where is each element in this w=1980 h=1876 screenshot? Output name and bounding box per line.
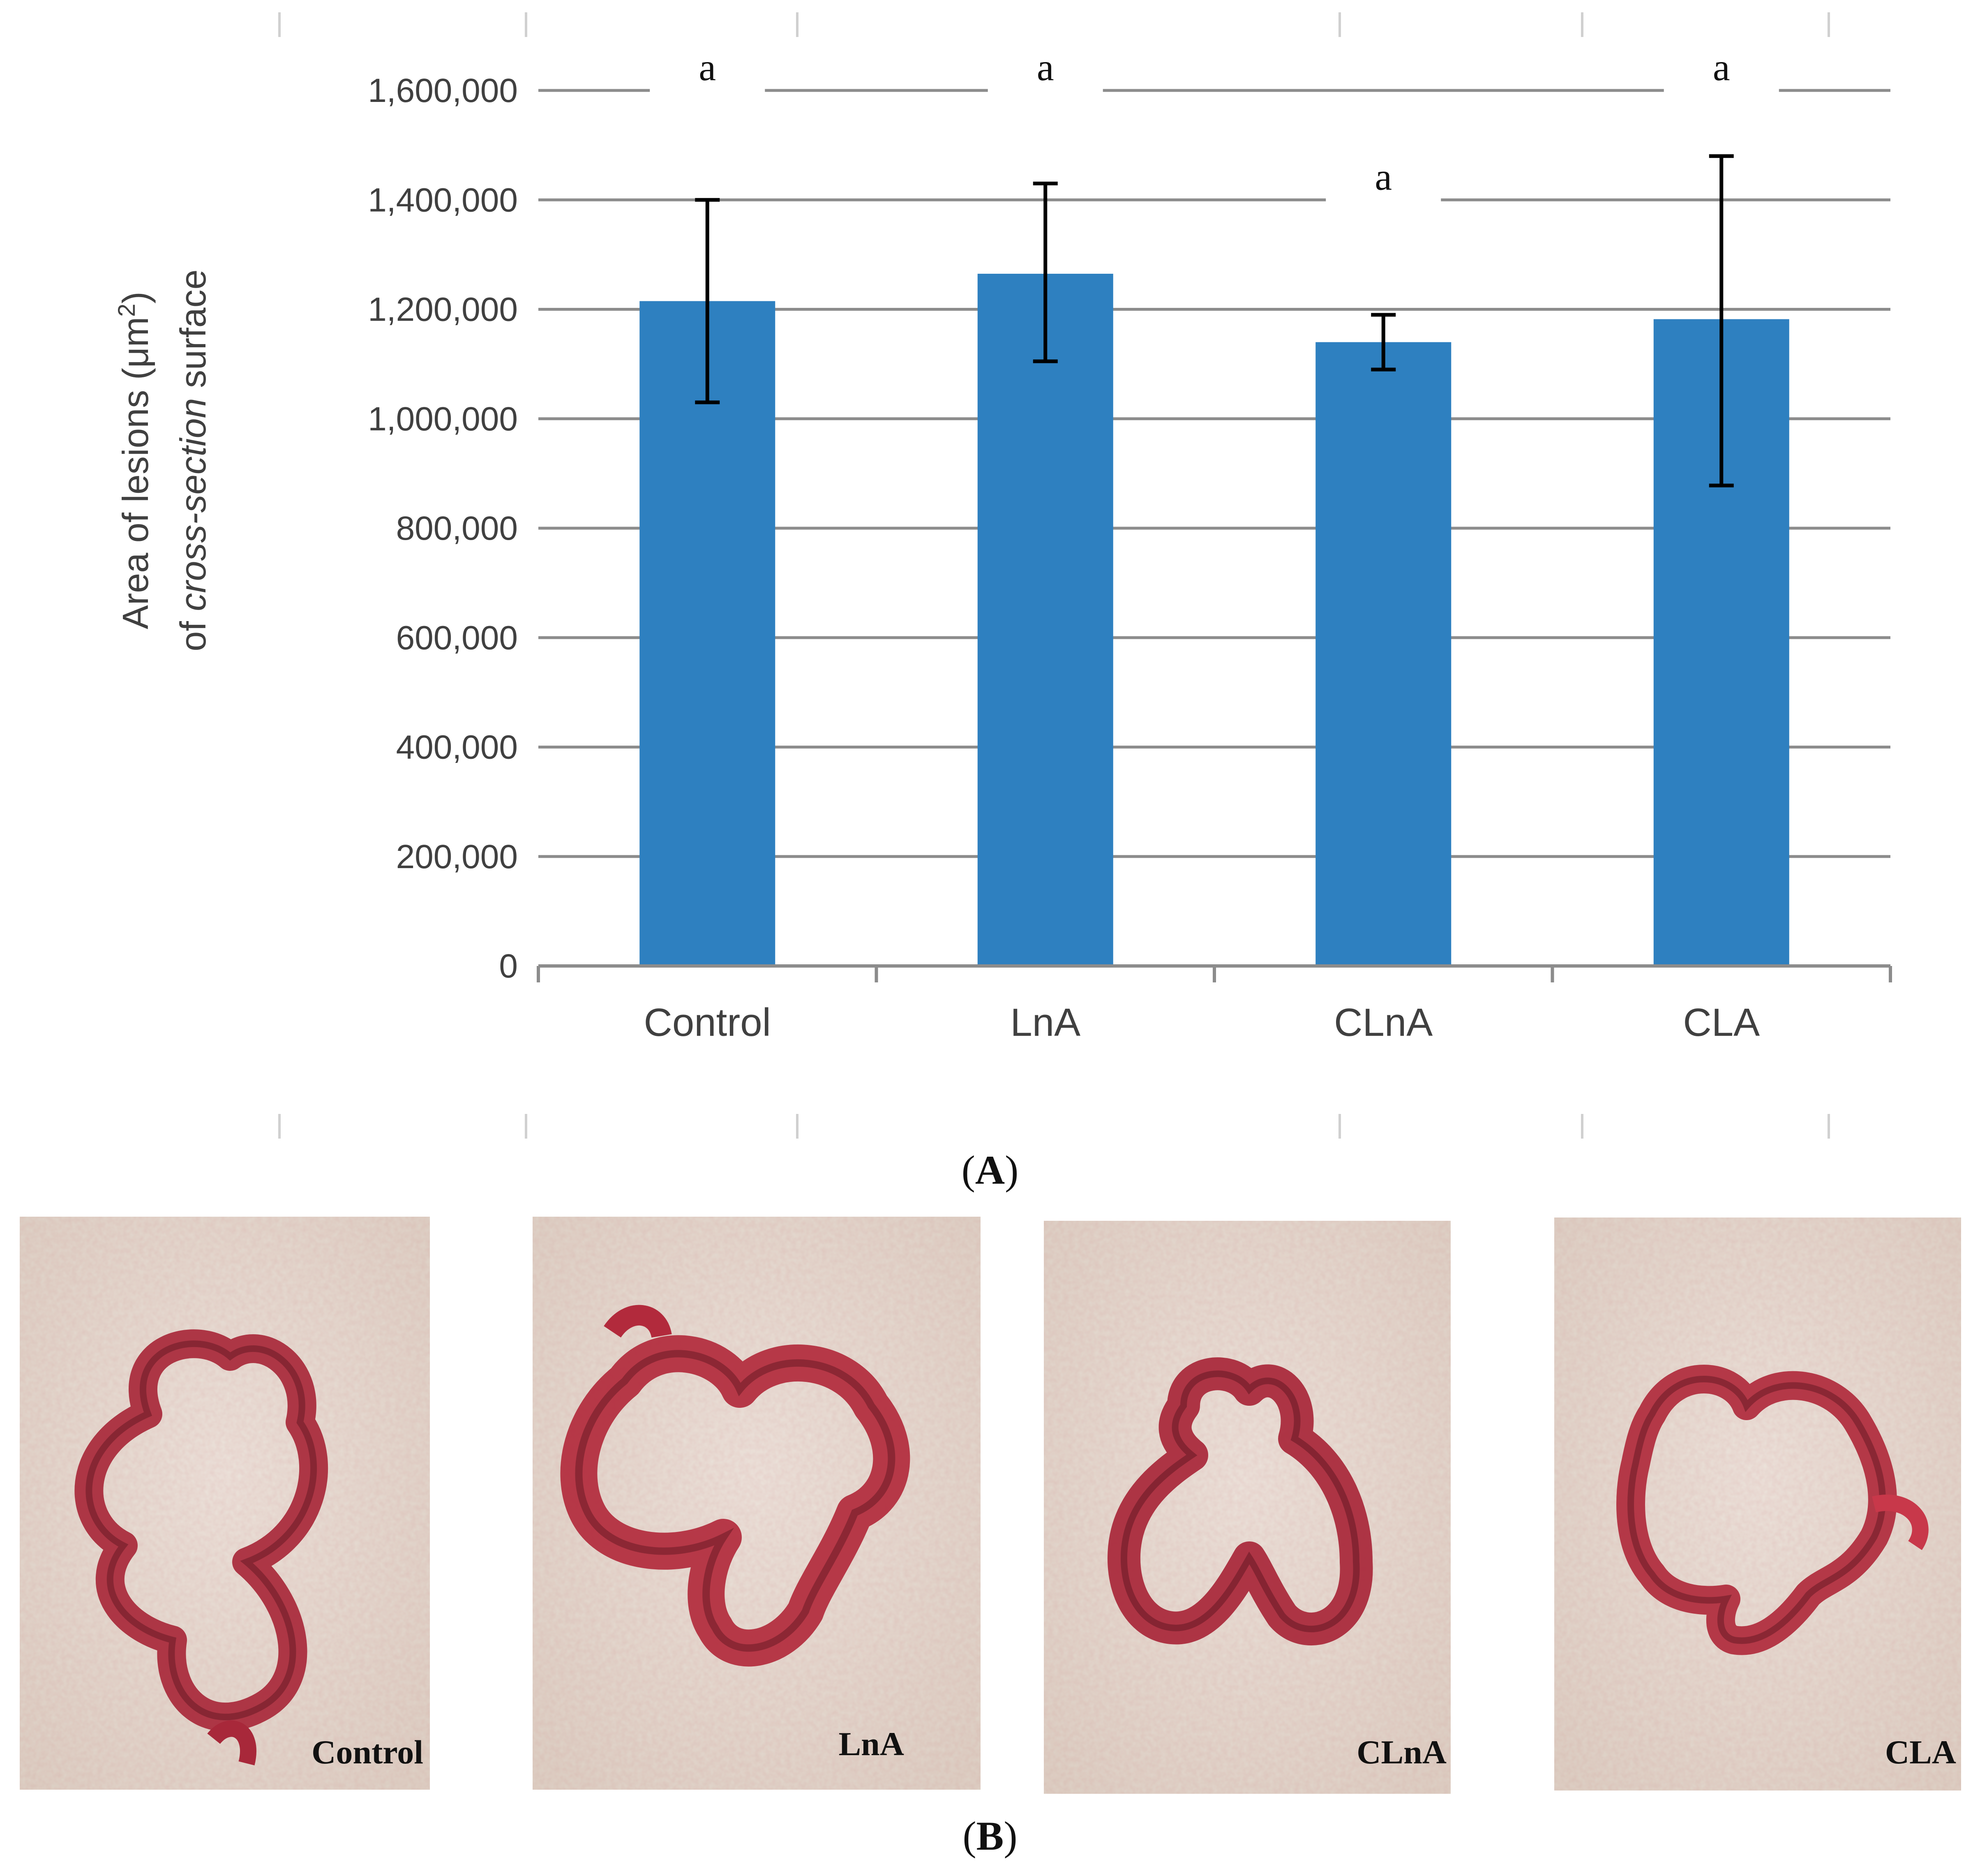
photo-caption-clna: CLnA bbox=[1357, 1733, 1447, 1771]
photo-caption-cla: CLA bbox=[1885, 1733, 1956, 1771]
photo-caption-control: Control bbox=[312, 1733, 423, 1771]
x-axis bbox=[537, 964, 1892, 982]
significance-letter-clna: a bbox=[1375, 155, 1392, 198]
significance-mask bbox=[988, 45, 1103, 103]
significance-mask bbox=[1326, 155, 1441, 213]
y-tick-labels: 0 200,000 400,000 600,000 800,000 1,000,000 1,… bbox=[368, 72, 518, 985]
y-tick-label: 0 bbox=[499, 947, 518, 985]
frame-ticks bbox=[278, 12, 1830, 1139]
significance-letter-control: a bbox=[699, 46, 716, 89]
x-tick-label-control: Control bbox=[644, 1000, 771, 1044]
significance-mask bbox=[650, 45, 765, 103]
bars bbox=[639, 273, 1789, 966]
photo-clna: CLnA bbox=[1044, 1221, 1451, 1794]
significance-letter-cla: a bbox=[1713, 46, 1730, 89]
y-tick-label: 1,600,000 bbox=[368, 72, 518, 109]
y-axis-label-line1: Area of lesions (μm2) bbox=[113, 291, 156, 629]
y-axis-label-line2: of cross-section surface bbox=[173, 269, 213, 651]
y-tick-label: 200,000 bbox=[396, 838, 518, 876]
error-bars bbox=[695, 154, 1734, 487]
y-tick-label: 1,400,000 bbox=[368, 181, 518, 219]
significance-letters: a a a a bbox=[650, 45, 1779, 213]
photo-lna: LnA bbox=[533, 1217, 981, 1790]
y-tick-label: 400,000 bbox=[396, 729, 518, 766]
photo-cla: CLA bbox=[1554, 1218, 1961, 1791]
significance-letter-lna: a bbox=[1037, 46, 1054, 89]
photo-control: Control bbox=[20, 1217, 430, 1790]
x-tick-label-lna: LnA bbox=[1010, 1000, 1080, 1044]
y-tick-label: 600,000 bbox=[396, 619, 518, 656]
panel-label-a: (A) bbox=[962, 1147, 1019, 1193]
photo-caption-lna: LnA bbox=[838, 1725, 904, 1763]
bar-lna bbox=[977, 273, 1113, 966]
x-tick-labels: Control LnA CLnA CLA bbox=[644, 1000, 1760, 1044]
y-tick-label: 1,000,000 bbox=[368, 400, 518, 438]
panel-label-b: (B) bbox=[962, 1813, 1017, 1859]
y-tick-label: 800,000 bbox=[396, 510, 518, 547]
significance-mask bbox=[1664, 45, 1779, 103]
x-tick-label-cla: CLA bbox=[1683, 1000, 1760, 1044]
y-tick-label: 1,200,000 bbox=[368, 291, 518, 328]
bar-control bbox=[639, 301, 775, 966]
bar-clna bbox=[1315, 342, 1452, 966]
x-tick-label-clna: CLnA bbox=[1334, 1000, 1433, 1044]
